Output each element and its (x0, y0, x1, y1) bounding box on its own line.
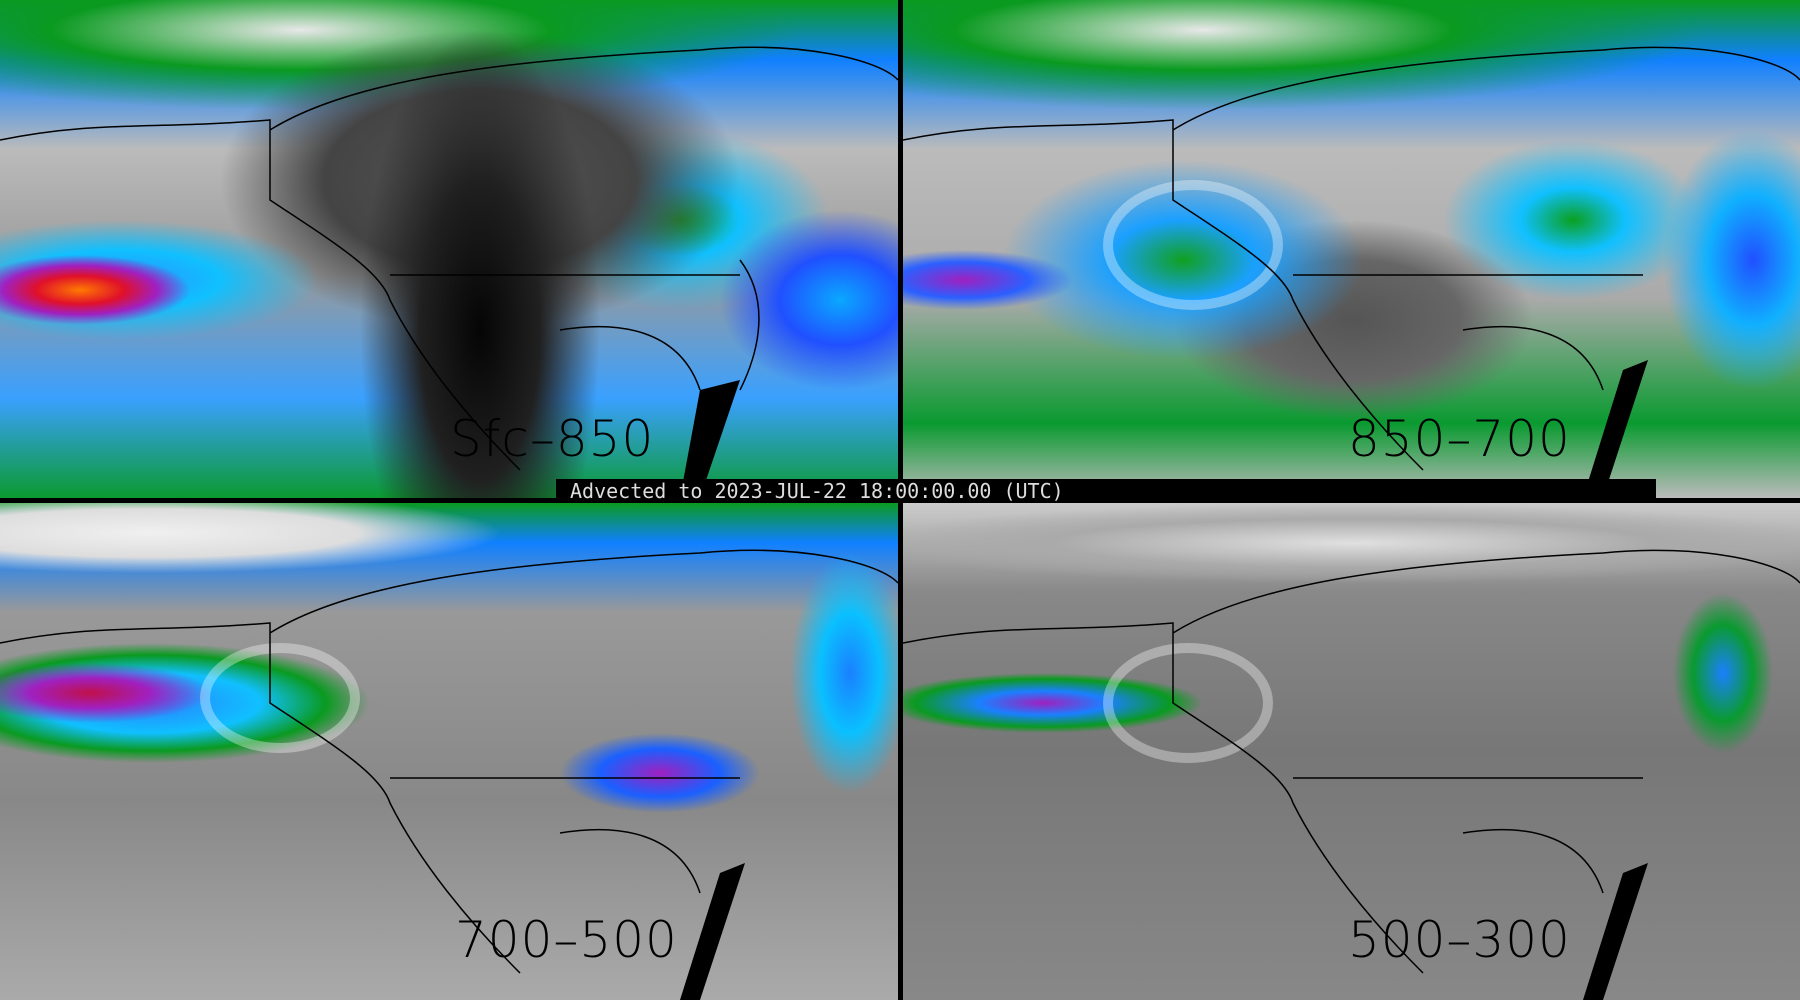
moisture-field (0, 0, 898, 498)
coastlines (0, 549, 898, 1000)
swirl (200, 643, 360, 753)
panel-label: 850–700 (1348, 410, 1571, 468)
swirl (1103, 180, 1283, 310)
coastlines (0, 46, 898, 498)
map-panel-sfc-850: Sfc–850 (0, 0, 898, 498)
coastlines (903, 46, 1800, 498)
valid-time-banner: Advected to 2023-JUL-22 18:00:00.00 (UTC… (556, 479, 1656, 503)
map-panel-700-500: 700–500 (0, 503, 898, 1000)
swirl (1103, 643, 1273, 763)
panel-label: Sfc–850 (450, 410, 655, 468)
moisture-field (0, 503, 898, 1000)
map-panel-500-300: 500–300 (903, 503, 1800, 1000)
map-panel-850-700: 850–700 (903, 0, 1800, 498)
coastlines (903, 549, 1800, 1000)
panel-label: 500–300 (1348, 911, 1571, 969)
moisture-field (903, 0, 1800, 498)
panel-label: 700–500 (455, 911, 678, 969)
moisture-field (903, 503, 1800, 1000)
